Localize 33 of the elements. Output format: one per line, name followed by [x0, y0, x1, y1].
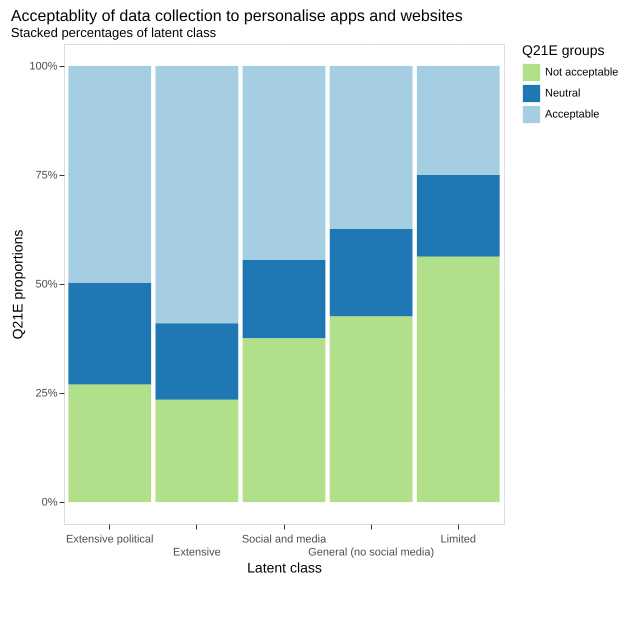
y-tick-label: 75% [35, 169, 58, 182]
legend-label: Not acceptable [545, 66, 618, 78]
bar [68, 282, 152, 384]
bar [416, 174, 500, 257]
bar [330, 229, 413, 316]
bar [242, 260, 326, 338]
bar [330, 316, 413, 502]
y-tick-label: 100% [29, 60, 58, 72]
x-tick-label: Extensive political [66, 534, 154, 546]
legend-label: Neutral [545, 88, 580, 100]
legend-title: Q21E groups [522, 42, 604, 58]
x-tick-label: Limited [440, 534, 476, 546]
bar [242, 338, 326, 502]
legend-label: Acceptable [545, 108, 600, 120]
x-tick-label: General (no social media) [308, 546, 434, 558]
bar [155, 400, 238, 502]
x-axis-title: Latent class [247, 560, 322, 576]
bar [416, 256, 500, 502]
y-tick-label: 25% [35, 388, 58, 400]
bar [416, 66, 500, 175]
x-tick-label: Extensive [173, 546, 221, 558]
bar [68, 384, 152, 502]
bar [242, 66, 326, 260]
bar [68, 66, 152, 283]
x-tick-label: Social and media [242, 534, 328, 546]
chart-subtitle: Stacked percentages of latent class [10, 25, 217, 40]
y-tick-label: 0% [42, 496, 58, 509]
bar [155, 323, 238, 400]
chart-title: Acceptablity of data collection to personalise apps and websites [10, 8, 463, 25]
bar [155, 66, 238, 324]
bar [330, 66, 413, 230]
y-axis-title: Q21E proportions [9, 230, 26, 340]
y-tick-label: 50% [35, 278, 58, 290]
